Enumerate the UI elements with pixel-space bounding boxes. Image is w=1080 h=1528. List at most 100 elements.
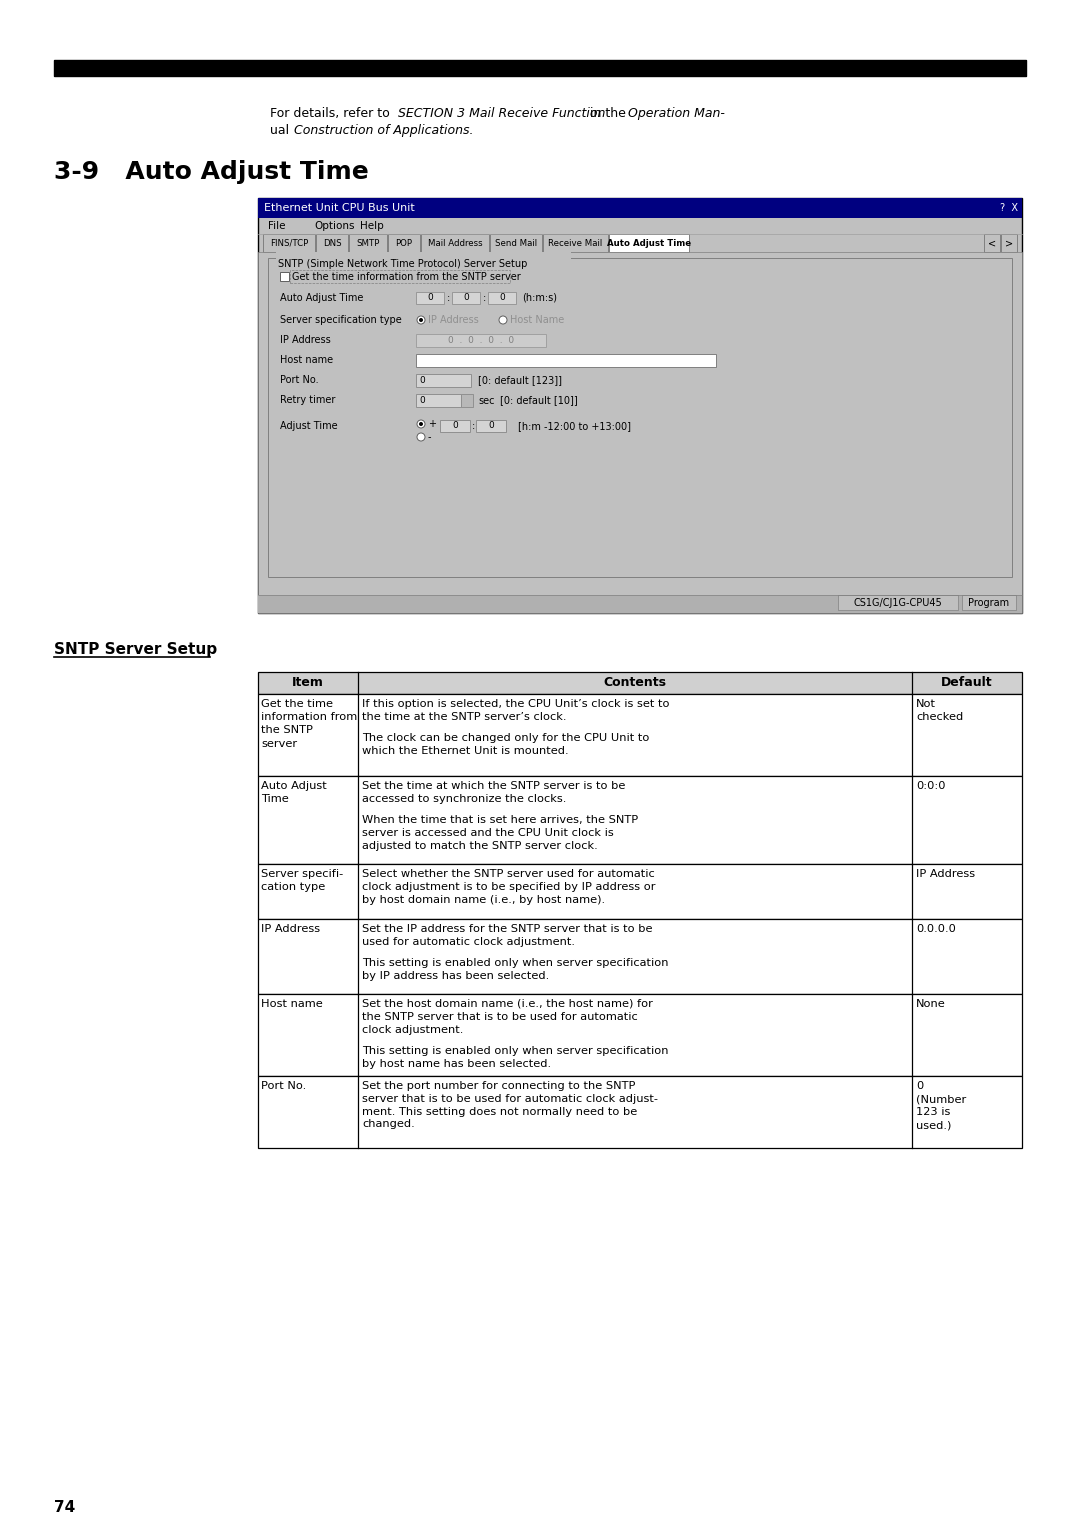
Bar [316, 234, 348, 252]
Text: 0: 0 [499, 293, 504, 303]
Text: Item: Item [292, 677, 324, 689]
Text: Port No.: Port No. [280, 374, 319, 385]
Text: This setting is enabled only when server specification
by host name has been sel: This setting is enabled only when server… [362, 1047, 669, 1070]
Text: FINS/TCP: FINS/TCP [270, 238, 308, 248]
Bar [416, 394, 461, 406]
Circle shape [419, 318, 423, 322]
Text: File: File [268, 222, 285, 231]
Text: Host Name: Host Name [510, 315, 564, 325]
Text: Construction of Applications.: Construction of Applications. [294, 124, 473, 138]
Bar [838, 594, 958, 610]
Bar [268, 258, 1012, 578]
Text: ?  X: ? X [1000, 203, 1018, 212]
Bar [476, 420, 507, 432]
Text: Select whether the SNTP server used for automatic
clock adjustment is to be spec: Select whether the SNTP server used for … [362, 869, 656, 905]
Text: Set the IP address for the SNTP server that is to be
used for automatic clock ad: Set the IP address for the SNTP server t… [362, 924, 652, 947]
Text: When the time that is set here arrives, the SNTP
server is accessed and the CPU : When the time that is set here arrives, … [362, 814, 638, 851]
Bar [1001, 234, 1017, 252]
Bar [440, 420, 470, 432]
Text: -: - [428, 432, 432, 442]
Bar [609, 234, 689, 252]
Text: Get the time information from the SNTP server: Get the time information from the SNTP s… [292, 272, 521, 281]
Circle shape [417, 420, 426, 428]
Text: in the: in the [586, 107, 630, 121]
Bar [258, 694, 1022, 776]
Text: >: > [1004, 238, 1013, 248]
Bar [258, 995, 1022, 1076]
Text: (h:m:s): (h:m:s) [522, 293, 557, 303]
Text: ual: ual [270, 124, 293, 138]
Text: 0: 0 [463, 293, 469, 303]
Text: 0: 0 [419, 396, 424, 405]
Circle shape [499, 316, 507, 324]
Text: SECTION 3 Mail Receive Function: SECTION 3 Mail Receive Function [399, 107, 606, 121]
Bar [488, 292, 516, 304]
Bar [264, 234, 315, 252]
Text: 3-9   Auto Adjust Time: 3-9 Auto Adjust Time [54, 160, 368, 183]
Bar [258, 672, 1022, 694]
Text: 0:0:0: 0:0:0 [916, 781, 945, 792]
Text: [0: default [10]]: [0: default [10]] [500, 396, 578, 405]
Text: <: < [988, 238, 996, 248]
Text: CS1G/CJ1G-CPU45: CS1G/CJ1G-CPU45 [853, 597, 943, 608]
Bar [258, 252, 1022, 613]
Bar [388, 234, 420, 252]
Bar [349, 234, 387, 252]
Text: sec: sec [478, 396, 495, 405]
Text: For details, refer to: For details, refer to [270, 107, 394, 121]
Text: IP Address: IP Address [280, 335, 330, 345]
Text: SNTP Server Setup: SNTP Server Setup [54, 642, 217, 657]
Text: Auto Adjust Time: Auto Adjust Time [58, 61, 175, 75]
Bar [258, 863, 1022, 918]
Text: Receive Mail: Receive Mail [549, 238, 603, 248]
Bar [453, 292, 480, 304]
Text: Host name: Host name [280, 354, 333, 365]
Text: 74: 74 [54, 1500, 76, 1514]
Text: DNS: DNS [323, 238, 341, 248]
Text: 0  .  0  .  0  .  0: 0 . 0 . 0 . 0 [448, 336, 514, 345]
Text: Contents: Contents [604, 677, 666, 689]
Bar [258, 918, 1022, 995]
Text: SMTP: SMTP [356, 238, 380, 248]
Text: 0: 0 [427, 293, 433, 303]
Text: 0
(Number
123 is
used.): 0 (Number 123 is used.) [916, 1080, 967, 1131]
Text: Auto Adjust Time: Auto Adjust Time [280, 293, 363, 303]
Text: POP: POP [395, 238, 413, 248]
Bar [416, 335, 546, 347]
Bar [258, 199, 1022, 219]
Bar [490, 234, 542, 252]
Text: 0.0.0.0: 0.0.0.0 [916, 924, 956, 934]
Text: IP Address: IP Address [428, 315, 478, 325]
Bar [984, 234, 1000, 252]
Text: Section 3-9: Section 3-9 [929, 61, 1022, 75]
Bar [258, 594, 1022, 613]
Text: Mail Address: Mail Address [428, 238, 483, 248]
Text: Default: Default [941, 677, 993, 689]
Text: Server specifi-
cation type: Server specifi- cation type [261, 869, 343, 892]
Bar [54, 60, 1026, 76]
Bar [421, 234, 489, 252]
Bar [543, 234, 608, 252]
Text: Not
checked: Not checked [916, 698, 963, 723]
Text: Auto Adjust Time: Auto Adjust Time [607, 238, 691, 248]
Text: Auto Adjust
Time: Auto Adjust Time [261, 781, 327, 804]
Bar [416, 292, 444, 304]
Bar [461, 394, 473, 406]
Text: IP Address: IP Address [261, 924, 320, 934]
Text: 0: 0 [488, 422, 494, 431]
Text: [h:m -12:00 to +13:00]: [h:m -12:00 to +13:00] [518, 422, 631, 431]
Text: None: None [916, 999, 946, 1008]
Bar [416, 374, 471, 387]
Text: Host name: Host name [261, 999, 323, 1008]
Text: 0: 0 [419, 376, 424, 385]
Text: 0: 0 [453, 422, 458, 431]
Text: +: + [428, 419, 436, 429]
Bar [258, 776, 1022, 863]
Text: Server specification type: Server specification type [280, 315, 402, 325]
Text: Ethernet Unit CPU Bus Unit: Ethernet Unit CPU Bus Unit [264, 203, 415, 212]
Text: SNTP (Simple Network Time Protocol) Server Setup: SNTP (Simple Network Time Protocol) Serv… [278, 260, 527, 269]
Text: Help: Help [360, 222, 383, 231]
Text: Operation Man-: Operation Man- [627, 107, 725, 121]
Bar [280, 272, 289, 281]
Text: If this option is selected, the CPU Unit’s clock is set to
the time at the SNTP : If this option is selected, the CPU Unit… [362, 698, 670, 721]
